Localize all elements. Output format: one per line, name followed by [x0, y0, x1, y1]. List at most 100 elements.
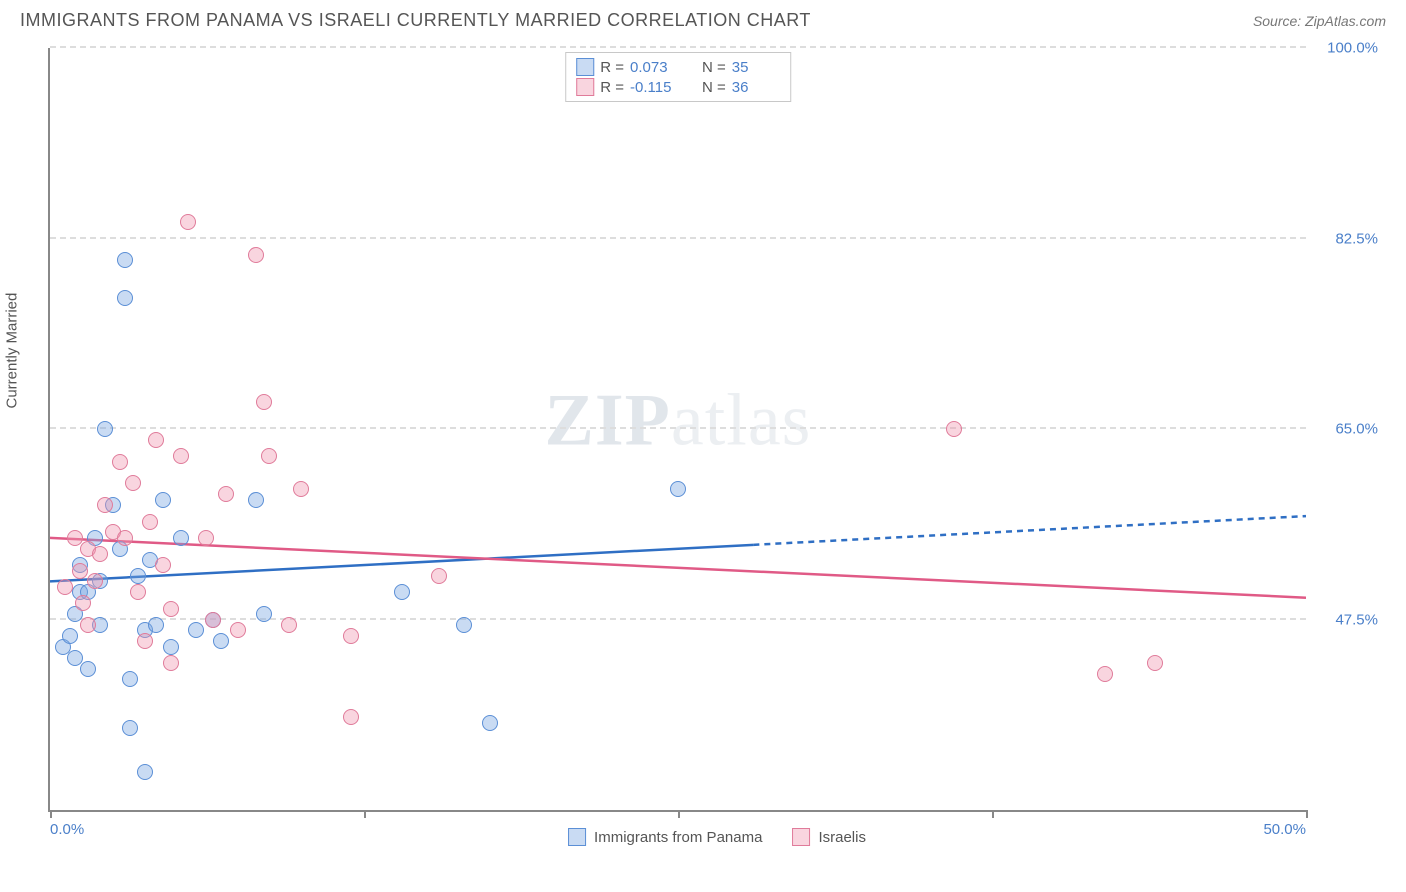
data-point-israelis	[218, 486, 234, 502]
watermark-zip: ZIP	[545, 380, 671, 462]
r-value-panama: 0.073	[630, 59, 678, 76]
data-point-israelis	[72, 563, 88, 579]
r-label: R =	[600, 59, 624, 76]
plot-area: ZIPatlas R = 0.073 N = 35 R = -0.115 N =…	[48, 48, 1306, 812]
swatch-israelis-icon	[576, 78, 594, 96]
data-point-israelis	[248, 247, 264, 263]
data-point-israelis	[256, 394, 272, 410]
source-prefix: Source:	[1253, 13, 1305, 29]
watermark-atlas: atlas	[671, 380, 812, 462]
data-point-israelis	[261, 448, 277, 464]
data-point-panama	[117, 290, 133, 306]
legend-label-panama: Immigrants from Panama	[594, 829, 762, 846]
data-point-panama	[163, 639, 179, 655]
swatch-panama-icon	[568, 828, 586, 846]
data-point-israelis	[137, 633, 153, 649]
data-point-israelis	[130, 584, 146, 600]
n-label: N =	[702, 79, 726, 96]
correlation-row-israelis: R = -0.115 N = 36	[576, 77, 780, 97]
data-point-israelis	[142, 514, 158, 530]
chart-container: Currently Married ZIPatlas R = 0.073 N =…	[48, 48, 1386, 852]
y-axis-label: Currently Married	[4, 293, 21, 409]
x-tick-label: 0.0%	[50, 821, 84, 838]
source-attribution: Source: ZipAtlas.com	[1253, 13, 1386, 29]
data-point-panama	[62, 628, 78, 644]
data-point-israelis	[431, 568, 447, 584]
n-value-panama: 35	[732, 59, 780, 76]
x-tick	[678, 810, 680, 818]
data-point-panama	[394, 584, 410, 600]
page-title: IMMIGRANTS FROM PANAMA VS ISRAELI CURREN…	[20, 10, 811, 31]
grid-line	[50, 618, 1306, 620]
series-legend: Immigrants from Panama Israelis	[568, 828, 866, 846]
data-point-panama	[80, 661, 96, 677]
data-point-panama	[155, 492, 171, 508]
data-point-israelis	[205, 612, 221, 628]
swatch-panama-icon	[576, 58, 594, 76]
data-point-israelis	[1097, 666, 1113, 682]
r-label: R =	[600, 79, 624, 96]
legend-item-panama: Immigrants from Panama	[568, 828, 762, 846]
data-point-panama	[117, 252, 133, 268]
data-point-israelis	[173, 448, 189, 464]
data-point-israelis	[112, 454, 128, 470]
data-point-israelis	[281, 617, 297, 633]
data-point-panama	[482, 715, 498, 731]
data-point-israelis	[117, 530, 133, 546]
data-point-panama	[148, 617, 164, 633]
legend-label-israelis: Israelis	[818, 829, 866, 846]
data-point-israelis	[343, 628, 359, 644]
data-point-israelis	[75, 595, 91, 611]
correlation-row-panama: R = 0.073 N = 35	[576, 57, 780, 77]
source-name: ZipAtlas.com	[1305, 13, 1386, 29]
x-tick	[992, 810, 994, 818]
data-point-panama	[213, 633, 229, 649]
data-point-israelis	[343, 709, 359, 725]
r-value-israelis: -0.115	[630, 79, 678, 96]
correlation-legend: R = 0.073 N = 35 R = -0.115 N = 36	[565, 52, 791, 102]
x-tick	[1306, 810, 1308, 818]
data-point-panama	[670, 481, 686, 497]
data-point-israelis	[198, 530, 214, 546]
data-point-israelis	[180, 214, 196, 230]
data-point-panama	[122, 671, 138, 687]
data-point-panama	[256, 606, 272, 622]
data-point-israelis	[293, 481, 309, 497]
data-point-panama	[173, 530, 189, 546]
grid-line	[50, 46, 1306, 48]
data-point-israelis	[155, 557, 171, 573]
trend-lines	[50, 48, 1306, 810]
legend-item-israelis: Israelis	[792, 828, 866, 846]
data-point-panama	[97, 421, 113, 437]
data-point-panama	[456, 617, 472, 633]
data-point-israelis	[80, 617, 96, 633]
watermark: ZIPatlas	[545, 379, 812, 464]
y-tick-label: 65.0%	[1314, 421, 1378, 438]
data-point-israelis	[87, 573, 103, 589]
data-point-panama	[122, 720, 138, 736]
grid-line	[50, 427, 1306, 429]
y-tick-label: 47.5%	[1314, 611, 1378, 628]
data-point-panama	[137, 764, 153, 780]
x-tick	[50, 810, 52, 818]
y-tick-label: 100.0%	[1314, 40, 1378, 57]
n-label: N =	[702, 59, 726, 76]
data-point-israelis	[92, 546, 108, 562]
x-tick-label: 50.0%	[1263, 821, 1306, 838]
data-point-israelis	[97, 497, 113, 513]
data-point-israelis	[57, 579, 73, 595]
data-point-israelis	[230, 622, 246, 638]
grid-line	[50, 237, 1306, 239]
data-point-panama	[248, 492, 264, 508]
x-tick	[364, 810, 366, 818]
y-tick-label: 82.5%	[1314, 230, 1378, 247]
data-point-israelis	[163, 655, 179, 671]
data-point-israelis	[148, 432, 164, 448]
data-point-israelis	[1147, 655, 1163, 671]
data-point-israelis	[946, 421, 962, 437]
data-point-panama	[188, 622, 204, 638]
data-point-panama	[130, 568, 146, 584]
data-point-israelis	[125, 475, 141, 491]
data-point-israelis	[163, 601, 179, 617]
n-value-israelis: 36	[732, 79, 780, 96]
